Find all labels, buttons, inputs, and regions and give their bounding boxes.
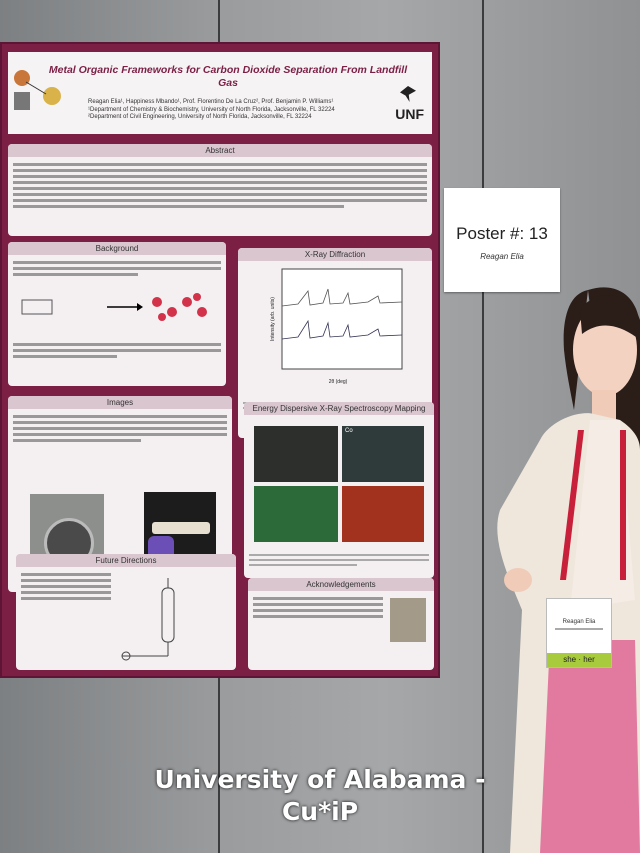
research-poster: Metal Organic Frameworks for Carbon Diox… xyxy=(0,42,440,678)
author-list: Reagan Elia¹, Happiness Mbando¹, Prof. F… xyxy=(88,99,334,105)
edx-co-label: Co xyxy=(345,428,353,434)
future-directions-panel: Future Directions xyxy=(16,554,236,670)
poster-header: Metal Organic Frameworks for Carbon Diox… xyxy=(8,52,432,134)
xrd-x-label: 2θ (deg) xyxy=(329,379,348,385)
gas-column-diagram xyxy=(121,578,175,661)
acknowledgements-heading: Acknowledgements xyxy=(248,578,434,591)
wall-seam xyxy=(482,0,484,853)
images-text-lines xyxy=(8,409,232,448)
badge-name: Reagan Elia xyxy=(562,619,596,625)
future-text-lines xyxy=(16,567,116,606)
edx-map-green xyxy=(254,486,338,542)
poster-authors: Reagan Elia¹, Happiness Mbando¹, Prof. F… xyxy=(88,99,335,122)
xrd-y-label: Intensity (arb. units) xyxy=(270,297,276,341)
caption-line-1: University of Alabama - xyxy=(154,765,486,794)
xrd-heading: X-Ray Diffraction xyxy=(238,248,432,261)
background-heading: Background xyxy=(8,242,226,255)
pronoun-tag: she · her xyxy=(547,653,611,667)
abstract-heading: Abstract xyxy=(8,144,432,157)
group-photo xyxy=(390,598,426,642)
name-badge: Reagan Elia she · her xyxy=(546,598,612,668)
edx-map-co: Co xyxy=(342,426,424,482)
background-text-lines xyxy=(8,255,226,282)
ack-text-lines xyxy=(248,591,388,624)
images-heading: Images xyxy=(8,396,232,409)
edx-panel: Energy Dispersive X-Ray Spectroscopy Map… xyxy=(244,402,434,578)
background-text-lines-2 xyxy=(8,337,226,364)
affiliation-2: ²Department of Civil Engineering, Univer… xyxy=(88,114,312,120)
affiliation-1: ¹Department of Chemistry & Biochemistry,… xyxy=(88,106,335,113)
abstract-panel: Abstract xyxy=(8,144,432,236)
poster-number: Poster #: 13 xyxy=(456,224,548,243)
acknowledgements-panel: Acknowledgements xyxy=(248,578,434,670)
edx-map-sem xyxy=(254,426,338,482)
edx-caption-lines xyxy=(244,548,434,572)
caption-line-2: Cu*iP xyxy=(281,797,359,826)
mof-structure-diagram xyxy=(21,293,207,321)
poster-title: Metal Organic Frameworks for Carbon Diox… xyxy=(48,64,408,89)
background-panel: Background xyxy=(8,242,226,386)
poster-number-card: Poster #: 13 Reagan Elia xyxy=(444,188,560,292)
mof-logo-icon xyxy=(14,70,61,110)
xrd-plot: 2θ (deg) Intensity (arb. units) xyxy=(270,268,403,385)
edx-heading: Energy Dispersive X-Ray Spectroscopy Map… xyxy=(244,402,434,415)
abstract-text-lines xyxy=(8,157,432,214)
unf-logo: UNF xyxy=(395,106,424,122)
edx-map-red xyxy=(342,486,424,542)
presenter-name: Reagan Elia xyxy=(480,252,524,261)
future-heading: Future Directions xyxy=(16,554,236,567)
badge-affiliation-line xyxy=(547,628,611,630)
